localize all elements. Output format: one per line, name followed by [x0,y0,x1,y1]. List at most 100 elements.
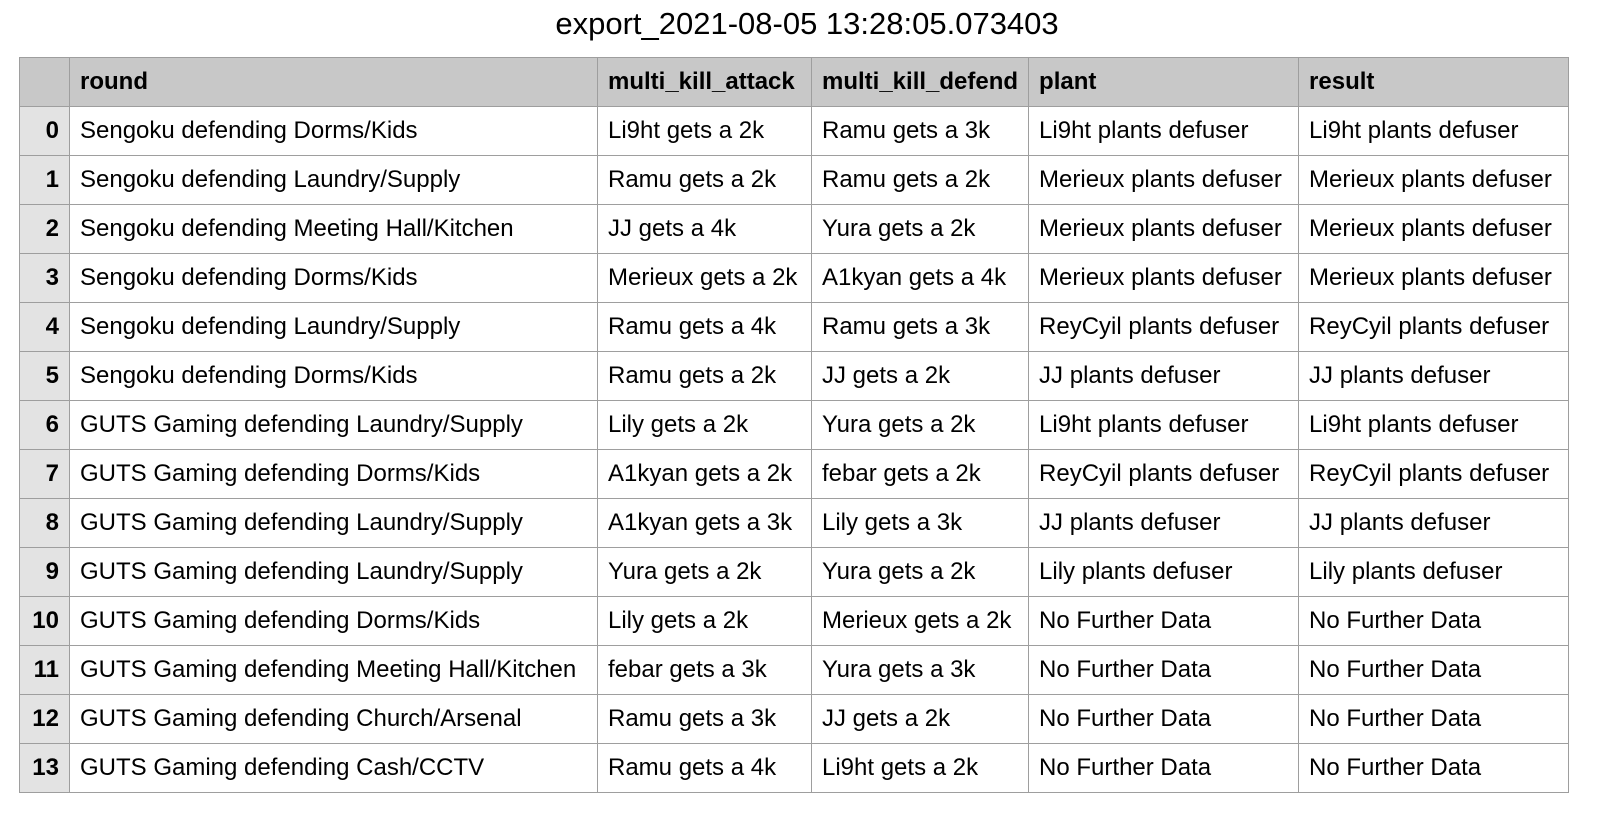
multi-kill-attack-cell: febar gets a 3k [597,645,812,695]
round-cell: GUTS Gaming defending Laundry/Supply [69,547,598,597]
plant-cell: JJ plants defuser [1028,498,1300,548]
plant-cell: No Further Data [1028,645,1300,695]
row-index: 4 [19,302,70,352]
table-row: 8 GUTS Gaming defending Laundry/Supply A1k… [19,498,1570,548]
table-row: 3 Sengoku defending Dorms/Kids Merieux get… [19,253,1570,303]
multi-kill-defend-cell: JJ gets a 2k [810,351,1030,401]
row-index: 13 [19,743,70,793]
multi-kill-attack-cell: Ramu gets a 2k [597,155,812,205]
round-cell: GUTS Gaming defending Laundry/Supply [69,498,598,548]
multi-kill-defend-cell: Yura gets a 2k [810,204,1030,254]
plant-cell: Li9ht plants defuser [1028,106,1300,156]
document-title: export_2021-08-05 13:28:05.073403 [555,6,1059,41]
plant-cell: No Further Data [1028,743,1300,793]
row-index: 7 [19,449,70,499]
multi-kill-defend-cell: Ramu gets a 2k [810,155,1030,205]
round-cell: Sengoku defending Meeting Hall/Kitchen [69,204,598,254]
result-cell: Li9ht plants defuser [1298,400,1570,450]
multi-kill-attack-cell: Li9ht gets a 2k [597,106,812,156]
table-row: 9 GUTS Gaming defending Laundry/Supply Yur… [19,547,1570,597]
table-row: 6 GUTS Gaming defending Laundry/Supply Lil… [19,400,1570,450]
multi-kill-attack-cell: Lily gets a 2k [597,596,812,646]
table-row: 2 Sengoku defending Meeting Hall/Kitchen J… [19,204,1570,254]
column-header-result: result [1298,57,1570,107]
result-cell: Merieux plants defuser [1298,253,1570,303]
multi-kill-defend-cell: Ramu gets a 3k [810,106,1030,156]
multi-kill-attack-cell: Ramu gets a 2k [597,351,812,401]
result-cell: No Further Data [1298,596,1570,646]
round-cell: Sengoku defending Dorms/Kids [69,253,598,303]
round-cell: GUTS Gaming defending Dorms/Kids [69,449,598,499]
row-index: 0 [19,106,70,156]
row-index: 10 [19,596,70,646]
round-cell: GUTS Gaming defending Dorms/Kids [69,596,598,646]
multi-kill-attack-cell: Ramu gets a 4k [597,743,812,793]
column-header-multi-kill-defend: multi_kill_defend [810,57,1030,107]
multi-kill-attack-cell: Ramu gets a 4k [597,302,812,352]
round-cell: GUTS Gaming defending Church/Arsenal [69,694,598,744]
multi-kill-attack-cell: Ramu gets a 3k [597,694,812,744]
round-cell: Sengoku defending Dorms/Kids [69,106,598,156]
multi-kill-defend-cell: JJ gets a 2k [810,694,1030,744]
result-cell: JJ plants defuser [1298,498,1570,548]
data-table: round multi_kill_attack multi_kill_defen… [19,57,1570,793]
plant-cell: Li9ht plants defuser [1028,400,1300,450]
table-container: round multi_kill_attack multi_kill_defen… [19,57,1614,816]
table-header: round multi_kill_attack multi_kill_defen… [19,57,1570,107]
table-row: 13 GUTS Gaming defending Cash/CCTV Ramu ge… [19,743,1570,793]
multi-kill-defend-cell: Lily gets a 3k [810,498,1030,548]
multi-kill-attack-cell: Yura gets a 2k [597,547,812,597]
row-index: 5 [19,351,70,401]
column-header-multi-kill-attack: multi_kill_attack [597,57,812,107]
row-index: 3 [19,253,70,303]
plant-cell: No Further Data [1028,596,1300,646]
plant-cell: Lily plants defuser [1028,547,1300,597]
table-row: 4 Sengoku defending Laundry/Supply Ramu ge… [19,302,1570,352]
multi-kill-defend-cell: A1kyan gets a 4k [810,253,1030,303]
column-header-index [19,57,70,107]
multi-kill-defend-cell: Merieux gets a 2k [810,596,1030,646]
multi-kill-defend-cell: febar gets a 2k [810,449,1030,499]
row-index: 8 [19,498,70,548]
result-cell: JJ plants defuser [1298,351,1570,401]
multi-kill-attack-cell: A1kyan gets a 2k [597,449,812,499]
plant-cell: Merieux plants defuser [1028,155,1300,205]
round-cell: Sengoku defending Laundry/Supply [69,155,598,205]
table-row: 1 Sengoku defending Laundry/Supply Ramu ge… [19,155,1570,205]
table-row: 12 GUTS Gaming defending Church/Arsenal Ra… [19,694,1570,744]
result-cell: Lily plants defuser [1298,547,1570,597]
row-index: 6 [19,400,70,450]
result-cell: ReyCyil plants defuser [1298,449,1570,499]
round-cell: Sengoku defending Laundry/Supply [69,302,598,352]
table-row: 10 GUTS Gaming defending Dorms/Kids Lily g… [19,596,1570,646]
multi-kill-defend-cell: Yura gets a 2k [810,547,1030,597]
multi-kill-defend-cell: Yura gets a 2k [810,400,1030,450]
row-index: 11 [19,645,70,695]
result-cell: Merieux plants defuser [1298,204,1570,254]
row-index: 9 [19,547,70,597]
multi-kill-attack-cell: Merieux gets a 2k [597,253,812,303]
result-cell: Merieux plants defuser [1298,155,1570,205]
row-index: 2 [19,204,70,254]
header-row: round multi_kill_attack multi_kill_defen… [19,57,1570,107]
plant-cell: ReyCyil plants defuser [1028,449,1300,499]
result-cell: Li9ht plants defuser [1298,106,1570,156]
result-cell: No Further Data [1298,694,1570,744]
multi-kill-defend-cell: Ramu gets a 3k [810,302,1030,352]
plant-cell: Merieux plants defuser [1028,253,1300,303]
table-row: 0 Sengoku defending Dorms/Kids Li9ht gets … [19,106,1570,156]
row-index: 1 [19,155,70,205]
table-row: 7 GUTS Gaming defending Dorms/Kids A1kyan … [19,449,1570,499]
round-cell: GUTS Gaming defending Laundry/Supply [69,400,598,450]
round-cell: GUTS Gaming defending Cash/CCTV [69,743,598,793]
multi-kill-defend-cell: Yura gets a 3k [810,645,1030,695]
multi-kill-attack-cell: A1kyan gets a 3k [597,498,812,548]
plant-cell: No Further Data [1028,694,1300,744]
multi-kill-attack-cell: JJ gets a 4k [597,204,812,254]
plant-cell: JJ plants defuser [1028,351,1300,401]
table-row: 11 GUTS Gaming defending Meeting Hall/Kit… [19,645,1570,695]
multi-kill-defend-cell: Li9ht gets a 2k [810,743,1030,793]
table-row: 5 Sengoku defending Dorms/Kids Ramu gets a… [19,351,1570,401]
round-cell: GUTS Gaming defending Meeting Hall/Kitch… [69,645,598,695]
